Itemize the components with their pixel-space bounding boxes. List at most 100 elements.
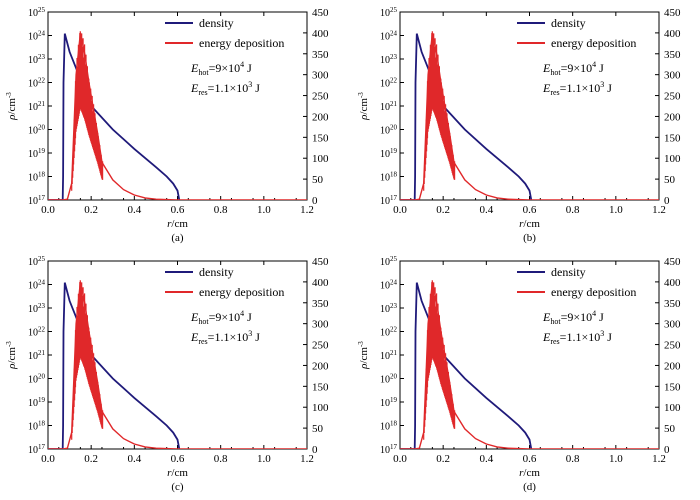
- y-right-tick-label: 100: [312, 402, 329, 414]
- y-right-tick-text: 200: [312, 111, 329, 123]
- energy-noise-band: [423, 280, 456, 440]
- y-right-tick-text: 300: [664, 319, 681, 331]
- y-left-tick-label: 1022: [28, 326, 46, 339]
- y-right-tick-label: 450: [312, 7, 329, 19]
- x-tick-label: 0.4: [479, 453, 493, 465]
- e-symbol: E: [542, 330, 551, 344]
- y-left-axis-unit: /cm: [6, 347, 18, 364]
- x-tick-text: 0.8: [214, 204, 228, 216]
- y-right-tick-text: 300: [664, 70, 681, 82]
- x-tick-label: 0.0: [41, 204, 55, 216]
- y-right-tick-text: 100: [312, 402, 329, 414]
- y-left-tick-label: 1020: [28, 124, 46, 137]
- eres-subscript: res: [550, 88, 559, 97]
- panel-label: (d): [523, 481, 536, 493]
- y-left-axis-exp: -3: [357, 341, 365, 347]
- x-tick-label: 0.6: [523, 204, 537, 216]
- chart-panel: 0.0 0.2 0.4 0.6 0.8 1.0 1.21017101810191020102…: [357, 255, 681, 493]
- ehot-unit: J: [596, 310, 604, 324]
- y-left-tick-base: 10: [380, 149, 390, 160]
- x-axis-var: r: [519, 218, 524, 230]
- y-right-tick-text: 150: [312, 381, 329, 393]
- y-left-tick-base: 10: [28, 79, 38, 90]
- y-left-tick-base: 10: [28, 375, 38, 386]
- y-right-tick-label: 200: [312, 111, 329, 123]
- y-left-tick-base: 10: [28, 55, 38, 66]
- x-tick-label: 0.0: [393, 453, 407, 465]
- series-line-energy-deposition: [48, 32, 307, 200]
- x-axis-var: r: [167, 218, 172, 230]
- panel-label-text: (c): [171, 481, 184, 493]
- y-right-tick-label: 100: [664, 402, 681, 414]
- y-left-tick-base: 10: [380, 445, 390, 456]
- y-right-tick-label: 400: [312, 277, 329, 289]
- x-tick-text: 0.2: [84, 453, 98, 465]
- y-right-tick-label: 450: [664, 256, 681, 268]
- y-right-tick-text: 300: [312, 319, 329, 331]
- y-right-tick-label: 350: [664, 49, 681, 61]
- eres-value: =1.1×10: [208, 330, 249, 344]
- x-tick-label: 0.8: [566, 204, 580, 216]
- y-right-tick-text: 250: [664, 91, 681, 103]
- y-right-tick-text: 450: [664, 7, 681, 19]
- y-left-tick-label: 1022: [380, 77, 398, 90]
- y-right-tick-label: 200: [664, 360, 681, 372]
- y-left-tick-base: 10: [380, 422, 390, 433]
- y-right-tick-text: 50: [312, 174, 324, 186]
- y-left-tick-exp: 23: [38, 53, 46, 61]
- y-left-tick-exp: 17: [390, 443, 398, 451]
- y-left-axis-title: ρ/cm-3: [5, 341, 18, 370]
- x-tick-text: 0.4: [479, 204, 493, 216]
- x-tick-text: 1.2: [300, 204, 314, 216]
- chart-panel: 0.0 0.2 0.4 0.6 0.8 1.0 1.21017101810191020102…: [5, 6, 329, 244]
- y-left-tick-base: 10: [28, 328, 38, 339]
- y-left-tick-exp: 25: [390, 255, 398, 263]
- y-right-tick-text: 150: [664, 132, 681, 144]
- y-left-tick-exp: 21: [390, 349, 398, 357]
- eres-value: =1.1×10: [560, 81, 601, 95]
- y-left-tick-base: 10: [28, 281, 38, 292]
- x-tick-text: 1.0: [609, 453, 623, 465]
- legend-label-density: density: [199, 265, 234, 279]
- x-tick-text: 0.0: [393, 453, 407, 465]
- y-left-tick-label: 1021: [380, 349, 398, 362]
- y-right-tick-text: 50: [664, 174, 676, 186]
- panel-label-text: (d): [523, 481, 536, 493]
- y-right-tick-label: 350: [312, 49, 329, 61]
- ehot-subscript: hot: [198, 68, 209, 77]
- y-right-tick-text: 200: [312, 360, 329, 372]
- y-left-tick-exp: 17: [390, 194, 398, 202]
- x-tick-text: 0.2: [84, 204, 98, 216]
- y-right-tick-text: 350: [664, 49, 681, 61]
- y-right-tick-label: 400: [312, 28, 329, 40]
- x-tick-label: 0.2: [436, 204, 450, 216]
- y-left-tick-exp: 23: [390, 302, 398, 310]
- x-tick-text: 1.2: [300, 453, 314, 465]
- y-left-tick-label: 1023: [380, 53, 398, 66]
- y-left-tick-base: 10: [380, 281, 390, 292]
- y-right-tick-label: 200: [664, 111, 681, 123]
- y-right-tick-label: 150: [312, 381, 329, 393]
- y-left-tick-label: 1024: [28, 30, 46, 43]
- x-tick-text: 0.2: [436, 453, 450, 465]
- ehot-subscript: hot: [550, 317, 561, 326]
- y-left-tick-label: 1025: [28, 255, 46, 268]
- x-tick-text: 0.0: [41, 204, 55, 216]
- eres-unit: J: [252, 330, 260, 344]
- x-tick-text: 0.6: [171, 204, 185, 216]
- y-right-tick-text: 300: [312, 70, 329, 82]
- y-left-tick-label: 1022: [380, 326, 398, 339]
- y-left-tick-base: 10: [28, 445, 38, 456]
- y-right-tick-label: 450: [312, 256, 329, 268]
- e-symbol: E: [190, 330, 199, 344]
- y-left-tick-label: 1017: [28, 194, 46, 207]
- y-left-tick-base: 10: [380, 375, 390, 386]
- y-left-tick-exp: 21: [390, 100, 398, 108]
- y-left-tick-exp: 18: [390, 420, 398, 428]
- y-left-tick-exp: 24: [390, 279, 398, 287]
- y-left-tick-label: 1021: [28, 100, 46, 113]
- y-right-tick-text: 150: [312, 132, 329, 144]
- x-tick-label: 0.8: [214, 453, 228, 465]
- y-left-tick-base: 10: [380, 173, 390, 184]
- x-tick-text: 1.0: [609, 204, 623, 216]
